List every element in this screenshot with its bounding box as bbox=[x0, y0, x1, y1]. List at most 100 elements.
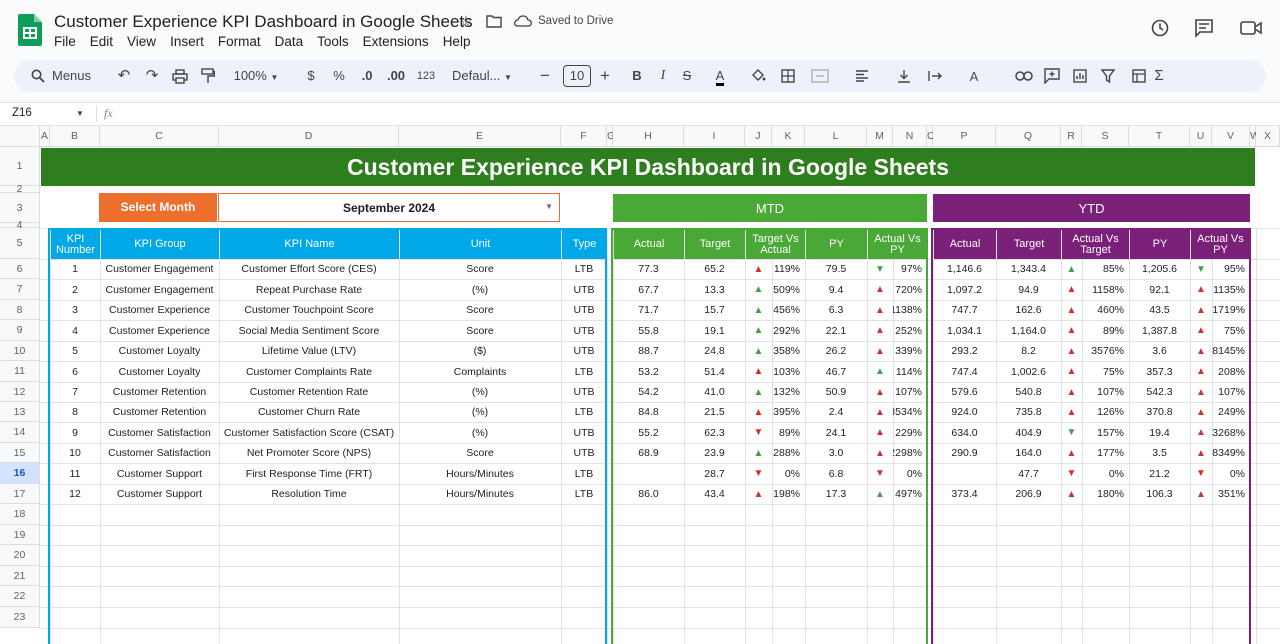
column-header-w[interactable]: W bbox=[1250, 126, 1260, 147]
insert-comment-icon[interactable] bbox=[1042, 68, 1062, 84]
mtd-actual-cell[interactable]: 88.7 bbox=[638, 345, 659, 357]
kpi-type-cell[interactable]: LTB bbox=[574, 365, 594, 378]
column-header-f[interactable]: F bbox=[561, 126, 607, 147]
mtd-target-cell[interactable]: 23.9 bbox=[704, 447, 725, 459]
merge-cells-icon[interactable] bbox=[806, 68, 834, 84]
ytd-actual-vs-py-cell[interactable]: 8349% bbox=[1212, 447, 1245, 459]
kpi-unit-cell[interactable]: Score bbox=[466, 447, 494, 459]
print-icon[interactable] bbox=[172, 68, 188, 84]
kpi-unit-cell[interactable]: Hours/Minutes bbox=[446, 488, 514, 500]
menus-search-button[interactable]: Menus bbox=[52, 68, 92, 83]
functions-icon[interactable]: Σ bbox=[1154, 67, 1164, 84]
ytd-actual-vs-target-cell[interactable]: 0% bbox=[1108, 467, 1124, 480]
mtd-target-cell[interactable]: 21.5 bbox=[704, 406, 725, 418]
mtd-actual-cell[interactable]: 84.8 bbox=[638, 406, 659, 418]
ytd-target-cell[interactable]: 735.8 bbox=[1015, 406, 1042, 418]
mtd-py-cell[interactable]: 2.4 bbox=[828, 406, 844, 418]
column-header-v[interactable]: V bbox=[1212, 126, 1250, 147]
row-header-23[interactable]: 23 bbox=[0, 607, 40, 628]
kpi-name-cell[interactable]: Social Media Sentiment Score bbox=[238, 324, 380, 337]
column-header-i[interactable]: I bbox=[684, 126, 745, 147]
comments-icon[interactable] bbox=[1194, 18, 1214, 38]
ytd-target-cell[interactable]: 206.9 bbox=[1015, 488, 1042, 500]
column-header-k[interactable]: K bbox=[772, 126, 805, 147]
ytd-target-cell[interactable]: 162.6 bbox=[1015, 304, 1042, 316]
menu-edit[interactable]: Edit bbox=[89, 34, 114, 49]
row-header-12[interactable]: 12 bbox=[0, 382, 40, 402]
menu-help[interactable]: Help bbox=[442, 34, 471, 49]
ytd-actual-vs-py-cell[interactable]: 351% bbox=[1218, 488, 1245, 500]
kpi-name-cell[interactable]: Net Promoter Score (NPS) bbox=[246, 447, 372, 459]
meet-icon[interactable] bbox=[1240, 18, 1264, 38]
ytd-actual-vs-target-cell[interactable]: 85% bbox=[1102, 263, 1124, 275]
filter-views-icon[interactable] bbox=[1124, 68, 1154, 84]
kpi-unit-cell[interactable]: Score bbox=[466, 304, 494, 316]
kpi-type-cell[interactable]: UTB bbox=[573, 426, 595, 439]
star-icon[interactable]: ☆ bbox=[459, 13, 473, 30]
kpi-type-cell[interactable]: LTB bbox=[574, 406, 594, 418]
ytd-actual-vs-target-cell[interactable]: 180% bbox=[1097, 488, 1124, 500]
mtd-target-cell[interactable]: 13.3 bbox=[704, 283, 725, 296]
menu-extensions[interactable]: Extensions bbox=[362, 34, 429, 49]
ytd-actual-vs-target-cell[interactable]: 126% bbox=[1097, 406, 1124, 418]
mtd-target-cell[interactable]: 43.4 bbox=[704, 488, 725, 500]
ytd-actual-vs-target-cell[interactable]: 75% bbox=[1102, 365, 1124, 378]
ytd-actual-cell[interactable]: 1,034.1 bbox=[946, 324, 983, 337]
cloud-saved-icon[interactable] bbox=[514, 14, 532, 28]
kpi-type-cell[interactable]: UTB bbox=[573, 324, 595, 337]
kpi-name-cell[interactable]: Customer Complaints Rate bbox=[245, 365, 373, 378]
mtd-target-vs-actual-cell[interactable]: 509% bbox=[773, 283, 800, 296]
kpi-number-cell[interactable]: 9 bbox=[72, 426, 78, 439]
column-header-a[interactable]: A bbox=[40, 126, 50, 147]
kpi-type-cell[interactable]: UTB bbox=[573, 386, 595, 398]
mtd-actual-cell[interactable]: 71.7 bbox=[638, 304, 659, 316]
kpi-name-cell[interactable]: Customer Effort Score (CES) bbox=[241, 263, 377, 275]
ytd-target-cell[interactable]: 1,343.4 bbox=[1010, 263, 1047, 275]
kpi-type-cell[interactable]: UTB bbox=[573, 304, 595, 316]
kpi-group-cell[interactable]: Customer Retention bbox=[112, 386, 207, 398]
mtd-actual-vs-py-cell[interactable]: 3534% bbox=[893, 406, 922, 418]
bold-button[interactable]: B bbox=[632, 68, 642, 83]
column-header-q[interactable]: Q bbox=[996, 126, 1061, 147]
row-header-9[interactable]: 9 bbox=[0, 320, 40, 341]
row-header-14[interactable]: 14 bbox=[0, 422, 40, 443]
ytd-actual-vs-py-cell[interactable]: 107% bbox=[1218, 386, 1245, 398]
kpi-number-cell[interactable]: 6 bbox=[72, 365, 78, 378]
kpi-name-cell[interactable]: Lifetime Value (LTV) bbox=[261, 345, 357, 357]
kpi-unit-cell[interactable]: (%) bbox=[471, 426, 489, 439]
column-header-d[interactable]: D bbox=[219, 126, 399, 147]
borders-icon[interactable] bbox=[780, 68, 796, 84]
name-box[interactable]: Z16 ▼ bbox=[0, 103, 96, 125]
row-header-1[interactable]: 1 bbox=[0, 147, 40, 186]
kpi-group-cell[interactable]: Customer Retention bbox=[112, 406, 207, 418]
search-icon[interactable] bbox=[30, 68, 46, 84]
ytd-actual-cell[interactable]: 634.0 bbox=[951, 426, 978, 439]
ytd-py-cell[interactable]: 357.3 bbox=[1146, 365, 1173, 378]
ytd-actual-cell[interactable] bbox=[933, 463, 996, 484]
kpi-name-cell[interactable]: Customer Touchpoint Score bbox=[244, 304, 374, 316]
mtd-py-cell[interactable]: 9.4 bbox=[828, 283, 844, 296]
kpi-unit-cell[interactable]: (%) bbox=[471, 386, 489, 398]
mtd-actual-vs-py-cell[interactable]: 339% bbox=[895, 345, 922, 357]
ytd-actual-cell[interactable]: 373.4 bbox=[951, 488, 978, 500]
mtd-py-cell[interactable]: 22.1 bbox=[825, 324, 847, 337]
sheets-logo[interactable] bbox=[18, 14, 42, 46]
mtd-py-cell[interactable]: 6.8 bbox=[828, 467, 844, 480]
ytd-target-cell[interactable]: 8.2 bbox=[1021, 345, 1036, 357]
column-header-g[interactable]: G bbox=[607, 126, 615, 147]
kpi-group-cell[interactable]: Customer Loyalty bbox=[118, 365, 201, 378]
mtd-actual-vs-py-cell[interactable]: 114% bbox=[895, 365, 922, 378]
menu-view[interactable]: View bbox=[127, 34, 157, 49]
mtd-target-vs-actual-cell[interactable]: 119% bbox=[773, 263, 800, 275]
version-history-icon[interactable] bbox=[1150, 18, 1170, 38]
kpi-unit-cell[interactable]: (%) bbox=[471, 406, 489, 418]
mtd-target-cell[interactable]: 65.2 bbox=[704, 263, 725, 275]
align-left-icon[interactable] bbox=[850, 68, 874, 84]
mtd-actual-vs-py-cell[interactable]: 229% bbox=[895, 426, 922, 439]
menu-format[interactable]: Format bbox=[217, 34, 261, 49]
mtd-py-cell[interactable]: 50.9 bbox=[825, 386, 847, 398]
menu-insert[interactable]: Insert bbox=[170, 34, 204, 49]
mtd-py-cell[interactable]: 3.0 bbox=[828, 447, 844, 459]
font-size-input[interactable]: 10 bbox=[563, 65, 591, 87]
